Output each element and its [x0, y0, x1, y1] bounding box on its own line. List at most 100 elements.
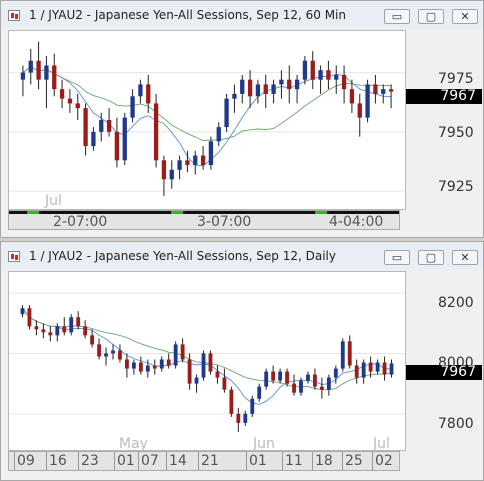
candle-body: [388, 89, 394, 92]
candle-body: [347, 341, 352, 366]
time-separator: [166, 452, 167, 470]
candle-body: [264, 371, 269, 387]
time-axis[interactable]: 2-07:00 3-07:00 4-04:00: [8, 210, 400, 230]
candle-body: [381, 89, 386, 94]
candle-body: [99, 120, 104, 132]
candle-body: [389, 363, 394, 375]
candle-body: [106, 120, 112, 132]
price-label: 8200: [438, 295, 474, 311]
candle-body: [340, 341, 345, 369]
candle-body: [255, 84, 261, 97]
candle-body: [55, 326, 60, 336]
candle-body: [125, 359, 129, 369]
candle-body: [83, 326, 88, 336]
close-button[interactable]: ✕: [452, 250, 478, 265]
candle-body: [20, 72, 26, 80]
moving-average-slow: [22, 66, 392, 141]
restore-button[interactable]: ▢: [418, 250, 444, 265]
time-label: 02: [375, 453, 393, 469]
title-bar[interactable]: 1 / JYAU2 - Japanese Yen-All Sessions, S…: [1, 1, 483, 29]
candle-body: [287, 79, 292, 90]
candle-body: [319, 386, 324, 390]
candle-body: [318, 70, 323, 80]
price-plot-area[interactable]: Jul: [8, 30, 406, 210]
time-axis[interactable]: 09 16 23 01 07 14 21 01 11 18 25 02: [8, 451, 400, 471]
candle-body: [216, 127, 221, 142]
time-label: 14: [169, 453, 187, 469]
close-icon: ✕: [460, 10, 470, 23]
chart-window-60min[interactable]: 1 / JYAU2 - Japanese Yen-All Sessions, S…: [0, 0, 484, 238]
candle-body: [333, 368, 338, 378]
month-label: May: [119, 436, 148, 452]
time-separator: [78, 452, 79, 470]
time-label: 01: [117, 453, 135, 469]
candle-body: [292, 383, 296, 393]
candle-body: [97, 344, 101, 357]
candle-body: [166, 359, 171, 366]
candle-body: [368, 362, 373, 372]
time-separator: [46, 452, 47, 470]
minimize-button[interactable]: ▭: [384, 250, 410, 265]
candle-body: [146, 84, 151, 104]
minimize-icon: ▭: [391, 251, 403, 264]
candle-body: [361, 362, 366, 378]
candle-body: [138, 362, 143, 372]
candle-body: [36, 60, 41, 80]
time-label: 4-04:00: [329, 214, 384, 230]
close-button[interactable]: ✕: [452, 9, 478, 24]
session-marker: [171, 211, 183, 214]
candle-body: [41, 329, 46, 333]
restore-icon: ▢: [425, 10, 437, 23]
candle-body: [302, 60, 308, 80]
candle-body: [145, 365, 150, 372]
candle-body: [240, 79, 245, 94]
candle-body: [224, 98, 229, 128]
close-icon: ✕: [460, 251, 470, 264]
candle-body: [83, 108, 88, 147]
last-price-marker: 7967: [406, 365, 482, 380]
candle-body: [257, 386, 262, 399]
candle-body: [229, 389, 234, 414]
price-plot-area[interactable]: May Jun Jul: [8, 271, 406, 452]
month-label: Jul: [45, 193, 62, 209]
restore-button[interactable]: ▢: [418, 9, 444, 24]
time-label: 11: [285, 453, 303, 469]
candle-body: [48, 332, 53, 336]
candle-body: [173, 344, 178, 366]
candlestick-chart: [9, 41, 405, 196]
time-labels: 09 16 23 01 07 14 21 01 11 18 25 02: [9, 452, 399, 470]
candle-body: [194, 377, 199, 384]
time-label: 25: [345, 453, 363, 469]
month-label: Jun: [253, 436, 275, 452]
time-separator: [282, 452, 283, 470]
candle-body: [138, 84, 143, 97]
candle-body: [62, 326, 67, 333]
candle-body: [208, 141, 214, 166]
candle-body: [382, 362, 387, 375]
candle-body: [215, 371, 220, 378]
candle-body: [59, 89, 65, 99]
time-separator: [114, 452, 115, 470]
candle-body: [153, 103, 159, 161]
candle-body: [373, 84, 378, 94]
candle-body: [152, 365, 157, 369]
title-bar[interactable]: 1 / JYAU2 - Japanese Yen-All Sessions, S…: [1, 242, 483, 270]
candle-body: [69, 317, 74, 333]
candle-body: [131, 362, 136, 369]
chart-app-icon: [8, 10, 20, 21]
candle-body: [349, 89, 355, 104]
minimize-icon: ▭: [391, 10, 403, 23]
minimize-button[interactable]: ▭: [384, 9, 410, 24]
candle-body: [285, 371, 289, 384]
candle-body: [250, 398, 255, 414]
candle-body: [294, 79, 300, 90]
candle-body: [310, 60, 315, 80]
candlestick-chart: [9, 292, 405, 432]
candle-body: [279, 79, 284, 85]
time-label: 2-07:00: [53, 214, 108, 230]
candle-body: [236, 413, 241, 423]
chart-window-daily[interactable]: 1 / JYAU2 - Japanese Yen-All Sessions, S…: [0, 241, 484, 481]
time-separator: [198, 452, 199, 470]
candle-body: [52, 65, 57, 90]
price-label: 7950: [438, 125, 474, 141]
